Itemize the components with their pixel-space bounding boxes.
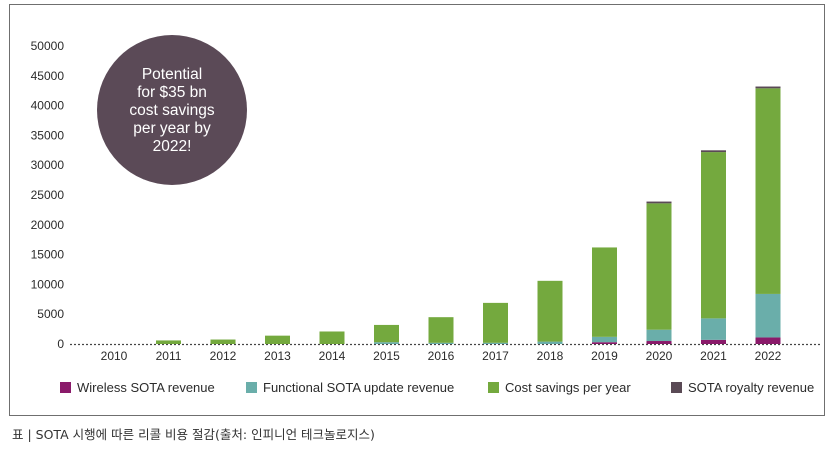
legend-label: Cost savings per year (505, 380, 631, 395)
x-tick-label: 2022 (755, 349, 782, 363)
bar-segment (701, 318, 726, 340)
legend-swatch (246, 382, 257, 393)
bar-segment (210, 339, 236, 344)
x-tick-label: 2019 (591, 349, 618, 363)
x-tick-label: 2013 (264, 349, 291, 363)
y-tick-label: 30000 (31, 158, 65, 172)
bar-segment (428, 342, 454, 344)
legend-label: Wireless SOTA revenue (77, 380, 215, 395)
y-tick-label: 20000 (31, 218, 65, 232)
bar-segment (374, 324, 399, 343)
bar-segment (592, 336, 617, 343)
bar-segment (701, 339, 726, 344)
y-tick-label: 0 (57, 337, 64, 351)
bar-segment (701, 152, 726, 319)
x-tick-label: 2010 (101, 349, 128, 363)
x-tick-label: 2011 (156, 349, 182, 363)
legend-item: Wireless SOTA revenue (60, 380, 215, 395)
legend-label: SOTA royalty revenue (688, 380, 815, 395)
bar-segment (755, 86, 781, 89)
legend: Wireless SOTA revenue Functional SOTA upd… (60, 380, 820, 400)
bar-segment (374, 342, 399, 344)
annotation-line: Potential (142, 66, 202, 83)
bar-segment (755, 337, 781, 344)
chart-frame: 50000 45000 40000 35000 30000 25000 20000 15000… (9, 4, 825, 416)
y-tick-label: 35000 (31, 128, 65, 142)
legend-swatch (671, 382, 682, 393)
bar-segment (537, 280, 563, 342)
x-tick-label: 2012 (210, 349, 237, 363)
x-tick-label: 2017 (482, 349, 509, 363)
bar-segment (592, 342, 617, 344)
stacked-bar-chart: 5000045000400003500030000250002000015000… (31, 35, 822, 363)
bar-segment (319, 331, 345, 344)
x-tick-label: 2020 (646, 349, 673, 363)
bar-segment (755, 88, 781, 294)
figure-caption: 표 | SOTA 시행에 따른 리콜 비용 절감(출처: 인피니언 테크놀로지스… (12, 427, 375, 442)
bar-segment (701, 150, 726, 153)
x-tick-label: 2018 (537, 349, 564, 363)
bar-segment (646, 203, 672, 330)
legend-label: Functional SOTA update revenue (263, 380, 455, 395)
legend-swatch (488, 382, 499, 393)
annotation-line: 2022! (153, 138, 192, 155)
x-tick-label: 2015 (373, 349, 400, 363)
bar-segment (755, 293, 781, 338)
legend-item: Cost savings per year (488, 380, 631, 395)
y-tick-label: 40000 (31, 99, 65, 113)
bar-segment (265, 335, 290, 344)
bar-segment (537, 341, 563, 344)
y-tick-label: 25000 (31, 188, 65, 202)
y-tick-label: 50000 (31, 39, 65, 53)
x-axis-ticks: 2010 2011 2012 2013 2014 2015 2016 2017 2018 2019… (101, 349, 782, 363)
bar-segment (646, 329, 672, 342)
annotation-line: cost savings (129, 102, 215, 119)
legend-item: Functional SOTA update revenue (246, 380, 454, 395)
annotation-line: per year by (133, 120, 211, 137)
legend-swatch (60, 382, 71, 393)
x-tick-label: 2014 (319, 349, 346, 363)
legend-item: SOTA royalty revenue (671, 380, 814, 395)
x-tick-label: 2016 (428, 349, 455, 363)
x-tick-label: 2021 (700, 349, 727, 363)
bar-segment (483, 302, 508, 343)
y-tick-label: 5000 (37, 307, 64, 321)
bar-segment (646, 201, 672, 204)
bar-segment (156, 340, 181, 344)
annotation-line: for $35 bn (137, 84, 207, 101)
annotation-circle (97, 35, 247, 185)
bar-segment (483, 342, 508, 344)
bar-segment (646, 341, 672, 344)
y-tick-label: 45000 (31, 69, 65, 83)
y-axis-ticks: 5000045000400003500030000250002000015000… (31, 39, 65, 351)
y-tick-label: 15000 (31, 248, 65, 262)
y-tick-label: 10000 (31, 277, 65, 291)
bars (156, 86, 781, 344)
bar-segment (592, 247, 617, 337)
bar-segment (428, 317, 454, 343)
